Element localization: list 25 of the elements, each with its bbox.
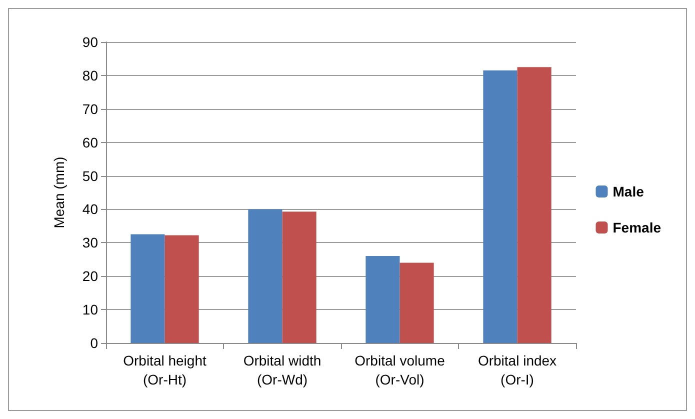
y-tick-label: 70 [82,100,98,117]
x-tick-label: Orbital height (Or-Ht) [123,352,206,388]
bar [164,235,199,343]
x-tick-label: Orbital volume (Or-Vol) [354,352,446,388]
y-tick-label: 60 [82,134,98,150]
y-tick-label: 80 [82,67,98,84]
y-tick-label: 90 [82,34,98,50]
legend-label: Female [612,220,662,236]
bar [483,70,518,343]
y-tick-label: 40 [82,201,98,218]
y-tick-label: 0 [90,335,98,351]
y-tick-label: 50 [82,168,98,184]
y-tick-label: 30 [82,234,98,251]
y-axis-title: Mean (mm) [51,156,67,228]
legend-label: Male [612,184,644,200]
x-tick-label: Orbital width (Or-Wd) [243,352,322,388]
bar [400,262,434,343]
bar [366,256,400,343]
bar [282,212,316,343]
bar [248,209,282,343]
y-tick-label: 10 [82,302,98,318]
bar [517,67,552,343]
y-tick-label: 20 [82,268,98,284]
bar [130,234,165,343]
x-tick-label: Orbital index (Or-I) [478,352,557,388]
